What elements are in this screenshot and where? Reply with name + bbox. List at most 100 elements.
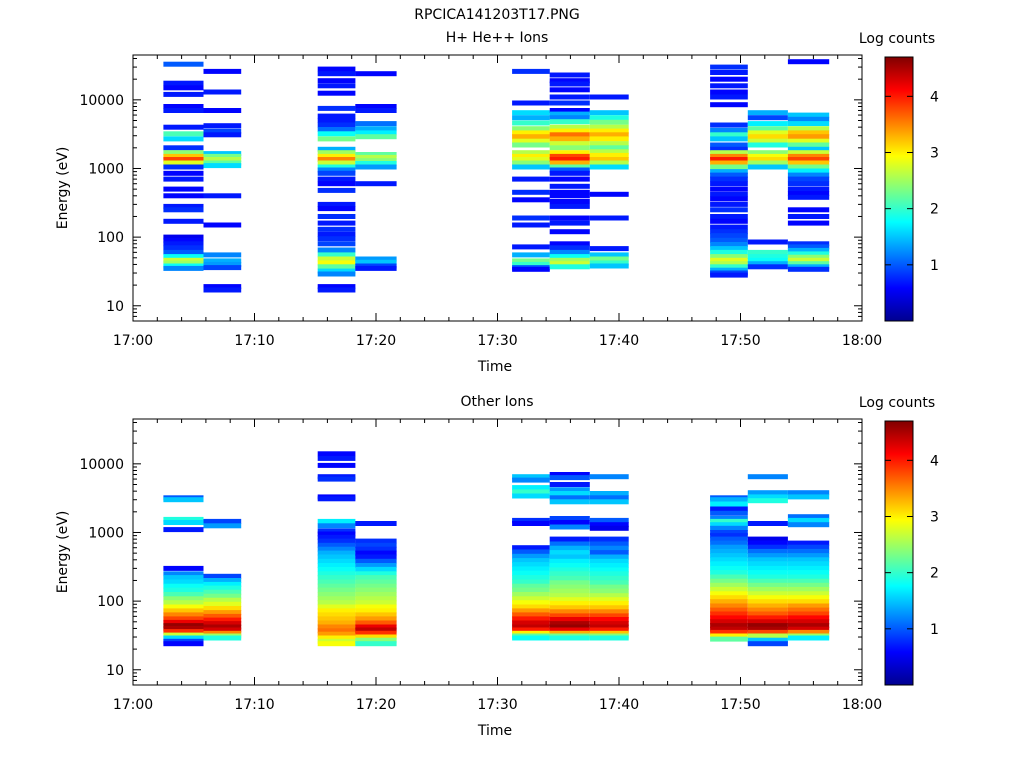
spectrogram-cell: [589, 584, 629, 590]
spectrogram-cell: [549, 563, 590, 568]
panel-2-x-axis: 17:00 17:10 17:20 17:30 17:40 17:50 18:00: [113, 419, 882, 713]
spectrogram-cell: [710, 64, 748, 70]
spectrogram-cell: [787, 146, 830, 152]
spectrogram-cell: [317, 608, 356, 614]
colorbar-tick-label: 3: [930, 145, 939, 161]
spectrogram-cell: [317, 113, 356, 119]
spectrogram-cell: [549, 249, 590, 255]
spectrogram-cell: [355, 158, 397, 164]
spectrogram-cell: [549, 81, 590, 87]
panel-1-spectrogram: [163, 59, 830, 293]
spectrogram-cell: [163, 80, 204, 86]
spectrogram-cell: [787, 490, 830, 496]
spectrogram-cell: [512, 222, 550, 228]
spectrogram-cell: [710, 536, 748, 542]
spectrogram-cell: [512, 570, 550, 576]
spectrogram-cell: [710, 525, 748, 531]
spectrogram-cell: [589, 495, 629, 501]
spectrogram-cell: [710, 557, 748, 563]
spectrogram-cell: [787, 623, 830, 629]
spectrogram-cell: [317, 579, 356, 585]
spectrogram-cell: [710, 582, 748, 588]
spectrogram-cell: [317, 628, 356, 634]
spectrogram-cell: [589, 124, 629, 130]
spectrogram-cell: [747, 261, 788, 267]
spectrogram-cell: [512, 493, 550, 499]
panel-2-y-label: Energy (eV): [55, 511, 71, 594]
spectrogram-cell: [589, 597, 629, 603]
spectrogram-cell: [512, 521, 550, 526]
spectrogram-cell: [163, 604, 204, 610]
spectrogram-cell: [710, 122, 748, 128]
spectrogram-cell: [549, 160, 590, 166]
spectrogram-cell: [710, 136, 748, 142]
spectrogram-cell: [549, 136, 590, 142]
spectrogram-cell: [747, 607, 788, 613]
spectrogram-cell: [549, 597, 590, 603]
spectrogram-cell: [747, 595, 788, 601]
spectrogram-cell: [747, 599, 788, 605]
spectrogram-cell: [710, 599, 748, 605]
spectrogram-cell: [317, 575, 356, 581]
spectrogram-cell: [163, 596, 204, 602]
spectrogram-cell: [787, 599, 830, 605]
spectrogram-cell: [355, 71, 397, 77]
spectrogram-cell: [317, 268, 356, 274]
y-tick-label: 10: [106, 299, 124, 315]
spectrogram-cell: [203, 163, 242, 169]
spectrogram-cell: [787, 261, 830, 267]
spectrogram-cell: [549, 72, 590, 78]
x-tick-label: 17:50: [720, 333, 760, 349]
spectrogram-cell: [710, 102, 748, 108]
spectrogram-cell: [589, 558, 629, 564]
spectrogram-cell: [747, 544, 788, 550]
spectrogram-cell: [787, 153, 830, 159]
spectrogram-cell: [549, 487, 590, 493]
spectrogram-cell: [355, 152, 397, 157]
spectrogram-cell: [203, 613, 242, 619]
spectrogram-cell: [317, 176, 356, 182]
panel-1-colorbar-ticks: 1 2 3 4: [885, 89, 939, 274]
panel-1-x-axis: 17:00 17:10 17:20 17:30 17:40 17:50 18:00: [113, 55, 882, 349]
spectrogram-cell: [203, 621, 242, 627]
spectrogram-cell: [589, 128, 629, 134]
spectrogram-cell: [747, 574, 788, 580]
spectrogram-cell: [710, 619, 748, 625]
spectrogram-cell: [355, 563, 397, 568]
spectrogram-cell: [512, 215, 550, 221]
spectrogram-cell: [787, 544, 830, 550]
spectrogram-cell: [317, 587, 356, 593]
spectrogram-cell: [203, 128, 242, 134]
spectrogram-cell: [549, 264, 590, 270]
spectrogram-cell: [512, 252, 550, 258]
spectrogram-cell: [747, 164, 788, 170]
spectrogram-cell: [203, 597, 242, 603]
spectrogram-cell: [787, 150, 830, 156]
spectrogram-cell: [747, 548, 788, 554]
spectrogram-cell: [512, 138, 550, 144]
spectrogram-cell: [589, 145, 629, 151]
spectrogram-cell: [589, 474, 629, 480]
panel-2-y-axis: 10 100 1000 10000: [79, 422, 862, 686]
spectrogram-cell: [787, 615, 830, 621]
spectrogram-cell: [549, 605, 590, 611]
spectrogram-cell: [589, 252, 629, 258]
spectrogram-cell: [549, 520, 590, 525]
spectrogram-cell: [317, 600, 356, 606]
spectrogram-cell: [589, 536, 629, 542]
spectrogram-cell: [163, 254, 204, 260]
spectrogram-cell: [163, 265, 204, 271]
spectrogram-cell: [710, 516, 748, 521]
spectrogram-cell: [163, 108, 204, 113]
spectrogram-cell: [710, 603, 748, 609]
spectrogram-cell: [787, 565, 830, 571]
spectrogram-cell: [747, 578, 788, 584]
spectrogram-cell: [710, 261, 748, 267]
spectrogram-cell: [317, 583, 356, 589]
spectrogram-cell: [203, 261, 242, 267]
spectrogram-cell: [710, 237, 748, 243]
spectrogram-cell: [512, 558, 550, 564]
spectrogram-cell: [710, 607, 748, 613]
spectrogram-cell: [203, 601, 242, 607]
spectrogram-cell: [512, 110, 550, 116]
